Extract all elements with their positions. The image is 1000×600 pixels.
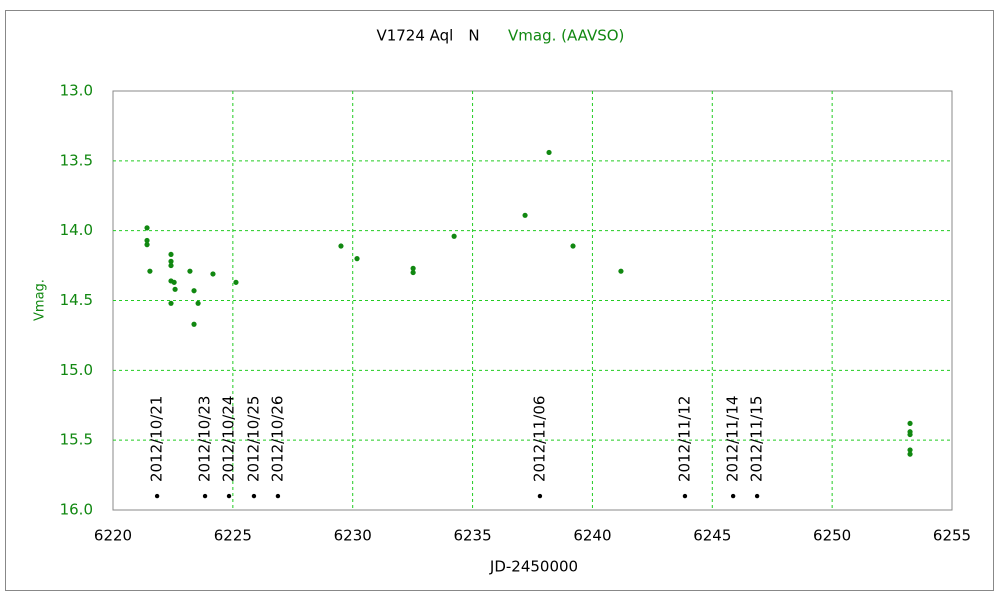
- data-point: [338, 243, 344, 249]
- data-point: [195, 300, 201, 306]
- data-point: [144, 237, 150, 244]
- x-tick-label: 6225: [214, 527, 252, 545]
- frame: [5, 10, 994, 591]
- data-point: [233, 279, 239, 285]
- date-label: 2012/11/15: [748, 396, 766, 482]
- date-label: 2012/10/21: [148, 396, 166, 482]
- date-label: 2012/10/26: [268, 396, 286, 482]
- data-point: [907, 451, 913, 457]
- y-tick-label: 15.5: [60, 431, 93, 449]
- x-axis-label: JD-2450000: [489, 558, 578, 576]
- data-point: [171, 279, 177, 285]
- y-axis-label: Vmag.: [33, 279, 48, 321]
- date-label: 2012/10/24: [220, 396, 238, 482]
- y-tick-label: 13.0: [60, 82, 93, 100]
- data-point: [191, 288, 197, 294]
- data-point: [144, 242, 150, 248]
- data-point: [191, 321, 197, 327]
- date-marker: [730, 493, 736, 499]
- data-point: [618, 268, 624, 274]
- data-point: [907, 420, 913, 427]
- data-point: [410, 265, 416, 271]
- data-point: [172, 286, 178, 292]
- data-point: [147, 268, 153, 274]
- date-label: 2012/11/12: [675, 396, 693, 482]
- data-point: [168, 251, 174, 258]
- x-tick-label: 6240: [573, 527, 611, 545]
- x-tick-label: 6230: [334, 527, 372, 545]
- x-tick-label: 6235: [453, 527, 491, 545]
- data-point: [451, 233, 457, 239]
- data-point: [210, 271, 216, 277]
- data-point: [354, 256, 360, 262]
- data-point: [168, 300, 174, 306]
- date-marker: [251, 493, 257, 499]
- data-point: [168, 258, 174, 264]
- date-marker: [682, 493, 688, 499]
- data-point: [410, 269, 416, 276]
- date-label: 2012/11/06: [530, 396, 548, 482]
- date-marker: [275, 493, 281, 499]
- data-point: [522, 212, 528, 218]
- data-point: [907, 431, 913, 438]
- date-marker: [754, 493, 760, 499]
- chart-subtitle: Vmag. (AAVSO): [508, 27, 624, 45]
- date-marker: [537, 493, 543, 499]
- y-tick-label: 14.5: [60, 291, 93, 309]
- data-point: [907, 447, 913, 453]
- chart-title: V1724 Aql N: [376, 27, 479, 45]
- y-tick-label: 14.0: [60, 221, 93, 239]
- date-label: 2012/10/25: [244, 396, 262, 482]
- data-point: [570, 243, 576, 249]
- date-label: 2012/10/23: [196, 396, 214, 482]
- data-point: [144, 225, 150, 231]
- date-label: 2012/11/14: [724, 396, 742, 482]
- date-marker: [202, 493, 208, 499]
- x-tick-label: 6250: [813, 527, 851, 545]
- y-tick-label: 16.0: [60, 501, 93, 519]
- x-tick-label: 6220: [94, 527, 132, 545]
- y-tick-label: 15.0: [60, 361, 93, 379]
- data-point: [187, 268, 193, 274]
- data-point: [168, 262, 174, 269]
- x-tick-label: 6245: [693, 527, 731, 545]
- x-tick-label: 6255: [933, 527, 971, 545]
- date-marker: [226, 493, 232, 499]
- date-marker: [154, 493, 160, 499]
- y-tick-label: 13.5: [60, 151, 93, 169]
- data-point: [546, 149, 552, 156]
